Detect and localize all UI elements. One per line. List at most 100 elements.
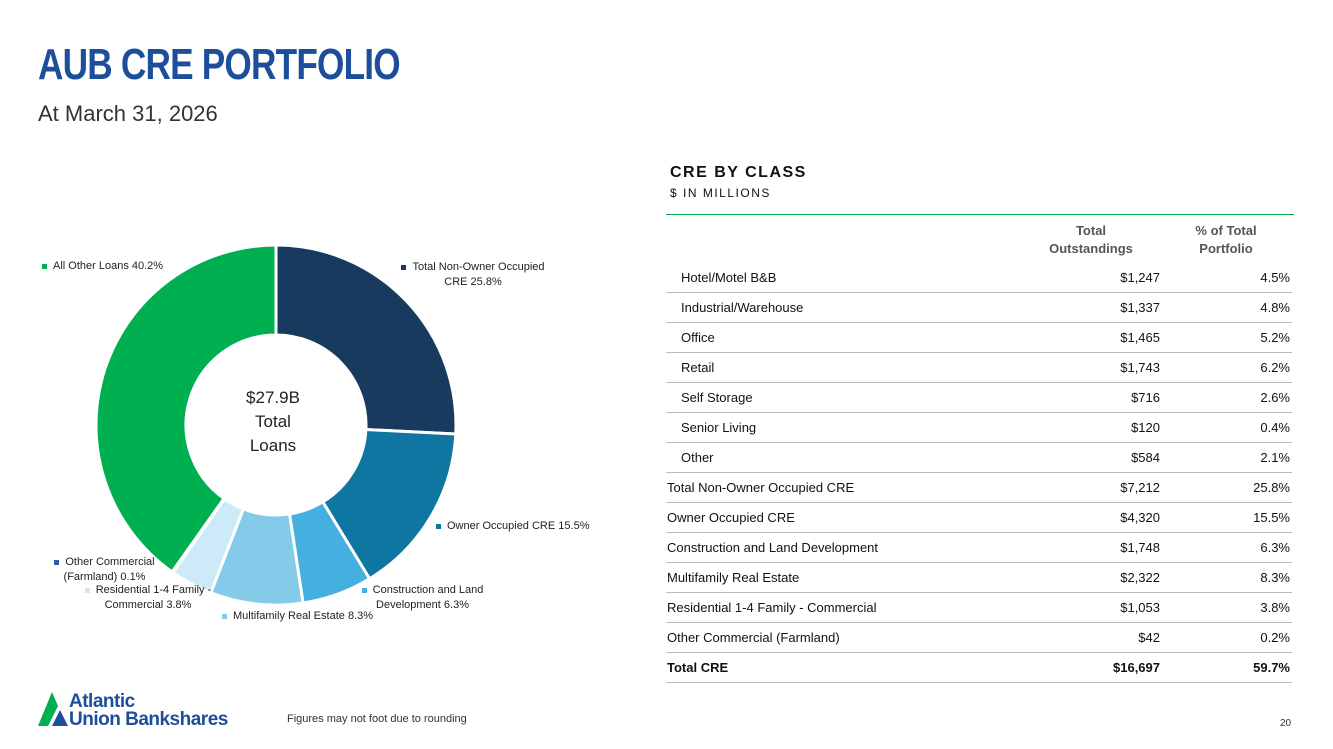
table-row: Other $584 2.1% — [666, 443, 1292, 473]
table-row: Construction and Land Development $1,748 6… — [666, 533, 1292, 563]
row-label: Multifamily Real Estate — [667, 570, 800, 585]
row-label: Total Non-Owner Occupied CRE — [667, 480, 855, 495]
table-row: Retail $1,743 6.2% — [666, 353, 1292, 383]
cell-value: 59.7% — [1253, 660, 1290, 675]
value-label: 25.8% — [470, 276, 502, 288]
value-label: 8.3% — [347, 610, 374, 622]
table-row: Owner Occupied CRE $4,320 15.5% — [666, 503, 1292, 533]
cell-value: 6.2% — [1260, 360, 1290, 375]
donut-slice — [94, 243, 278, 575]
legend-swatch — [436, 523, 441, 529]
data-label: Other Commercial (Farmland) 0.1% — [42, 555, 167, 585]
subtitle: At March 31, 2026 — [38, 101, 218, 126]
table-row: Total Non-Owner Occupied CRE $7,212 25.8% — [666, 473, 1292, 503]
row-label: Other Commercial (Farmland) — [667, 630, 840, 645]
row-label: Industrial/Warehouse — [681, 300, 804, 315]
row-label: Other — [681, 450, 714, 465]
cell-value: 4.5% — [1260, 270, 1290, 285]
logo-text: Atlantic — [69, 691, 135, 712]
donut-chart: $27.9B Total Loans — [94, 243, 458, 607]
cell-value: $2,322 — [1120, 570, 1160, 585]
legend-swatch — [361, 587, 367, 593]
value-label: 3.8% — [166, 599, 192, 611]
table-row: Office $1,465 5.2% — [666, 323, 1292, 353]
center-text: Total — [255, 412, 291, 431]
value-label: 40.2% — [131, 260, 164, 272]
table-row: Senior Living $120 0.4% — [666, 413, 1292, 443]
legend-swatch — [54, 559, 60, 565]
category-label: Construction and Land Development — [372, 584, 484, 611]
legend-swatch — [401, 264, 407, 270]
cell-value: 3.8% — [1260, 600, 1290, 615]
column-header: Total Outstandings — [1049, 223, 1133, 256]
category-label: Residential 1-4 Family - Commercial — [95, 584, 212, 611]
cell-value: $716 — [1131, 390, 1160, 405]
data-label: Residential 1-4 Family - Commercial 3.8% — [78, 583, 218, 613]
cell-value: 15.5% — [1253, 510, 1290, 525]
row-label: Senior Living — [681, 420, 757, 435]
cell-value: 5.2% — [1260, 330, 1290, 345]
legend-swatch — [42, 263, 47, 269]
logo-icon — [38, 692, 68, 726]
cell-value: 25.8% — [1253, 480, 1290, 495]
category-label: Multifamily Real Estate — [233, 610, 345, 622]
table-row: Self Storage $716 2.6% — [666, 383, 1292, 413]
table-row: Residential 1-4 Family - Commercial $1,05… — [666, 593, 1292, 623]
center-text: $27.9B — [246, 388, 300, 407]
cell-value: $1,465 — [1120, 330, 1160, 345]
cell-value: $16,697 — [1113, 660, 1160, 675]
column-header: % of Total Portfolio — [1195, 223, 1257, 256]
data-label: Multifamily Real Estate 8.3% — [222, 609, 392, 624]
table-row: Industrial/Warehouse $1,337 4.8% — [666, 293, 1292, 323]
cell-value: 0.2% — [1260, 630, 1290, 645]
cell-value: $1,053 — [1120, 600, 1160, 615]
row-label: Hotel/Motel B&B — [681, 270, 777, 285]
donut-slice — [274, 243, 458, 436]
title: AUB CRE PORTFOLIO — [38, 40, 401, 89]
cell-value: 2.6% — [1260, 390, 1290, 405]
cell-value: 2.1% — [1260, 450, 1290, 465]
row-label: Residential 1-4 Family - Commercial — [667, 600, 877, 615]
table-row: Multifamily Real Estate $2,322 8.3% — [666, 563, 1292, 593]
table-row: Other Commercial (Farmland) $42 0.2% — [666, 623, 1292, 653]
cell-value: 8.3% — [1260, 570, 1290, 585]
cell-value: $584 — [1131, 450, 1160, 465]
value-label: 0.1% — [120, 571, 146, 583]
row-label: Owner Occupied CRE — [667, 510, 795, 525]
center-text: Loans — [250, 436, 296, 455]
data-label: All Other Loans 40.2% — [42, 259, 192, 274]
row-label: Total CRE — [667, 660, 729, 675]
cell-value: $4,320 — [1120, 510, 1160, 525]
legend-swatch — [84, 587, 90, 593]
category-label: All Other Loans — [53, 260, 129, 272]
category-label: Total Non-Owner Occupied CRE — [412, 261, 545, 288]
cell-value: $1,247 — [1120, 270, 1160, 285]
data-label: Total Non-Owner Occupied CRE 25.8% — [398, 260, 548, 290]
row-label: Self Storage — [681, 390, 753, 405]
data-label: Owner Occupied CRE 15.5% — [436, 519, 606, 534]
cell-value: $1,743 — [1120, 360, 1160, 375]
row-label: Construction and Land Development — [667, 540, 879, 555]
table-row: Total CRE $16,697 59.7% — [666, 653, 1292, 683]
cell-value: $7,212 — [1120, 480, 1160, 495]
category-label: Owner Occupied CRE — [447, 520, 556, 532]
table-subtitle: $ IN MILLIONS — [670, 186, 771, 200]
table-title: CRE BY CLASS — [670, 164, 807, 181]
cell-value: $1,748 — [1120, 540, 1160, 555]
cell-value: 0.4% — [1260, 420, 1290, 435]
footnote: Figures may not foot due to rounding — [287, 713, 467, 725]
data-label: Construction and Land Development 6.3% — [355, 583, 490, 613]
cell-value: $120 — [1131, 420, 1160, 435]
cell-value: 6.3% — [1260, 540, 1290, 555]
row-label: Retail — [681, 360, 715, 375]
category-label: Other Commercial (Farmland) — [63, 556, 155, 583]
row-label: Office — [681, 330, 715, 345]
value-label: 6.3% — [443, 599, 469, 611]
logo-text: Union Bankshares — [69, 709, 228, 730]
table-row: Hotel/Motel B&B $1,247 4.5% — [666, 263, 1292, 293]
cell-value: 4.8% — [1260, 300, 1290, 315]
page-number: 20 — [1280, 718, 1292, 729]
divider — [666, 214, 1294, 215]
cell-value: $42 — [1138, 630, 1160, 645]
